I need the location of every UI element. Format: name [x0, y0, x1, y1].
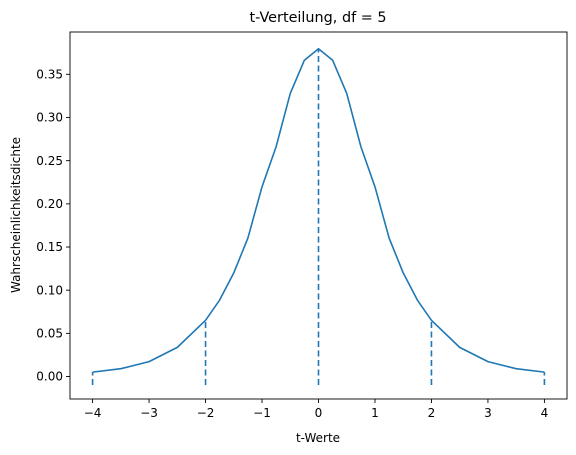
y-tick-label: 0.30 [36, 111, 63, 125]
y-tick-label: 0.35 [36, 68, 63, 82]
density-curve [92, 47, 545, 373]
y-axis: 0.00 0.05 0.10 0.15 0.20 0.25 0.30 0.35 [36, 68, 70, 384]
y-tick-label: 0.15 [36, 240, 63, 254]
y-tick-label: 0.10 [36, 283, 63, 297]
y-axis-label: Wahrscheinlichkeitsdichte [9, 137, 23, 293]
x-tick-label: 3 [484, 406, 492, 420]
chart-title: t-Verteilung, df = 5 [249, 10, 386, 26]
y-tick-label: 0.00 [36, 370, 63, 384]
dashed-vertical-lines [91, 48, 546, 385]
y-tick-label: 0.05 [36, 327, 63, 341]
x-tick-label: 2 [428, 406, 436, 420]
plot-area [91, 47, 546, 385]
y-tick-label: 0.25 [36, 154, 63, 168]
x-tick-label: 1 [371, 406, 379, 420]
x-tick-label: −4 [84, 406, 102, 420]
x-axis-label: t-Werte [296, 431, 340, 445]
x-tick-label: −3 [140, 406, 158, 420]
x-tick-label: −2 [197, 406, 215, 420]
y-tick-label: 0.20 [36, 197, 63, 211]
x-axis: −4 −3 −2 −1 0 1 2 3 4 [84, 399, 548, 420]
x-tick-label: −1 [253, 406, 271, 420]
x-tick-label: 0 [315, 406, 323, 420]
x-tick-label: 4 [541, 406, 549, 420]
